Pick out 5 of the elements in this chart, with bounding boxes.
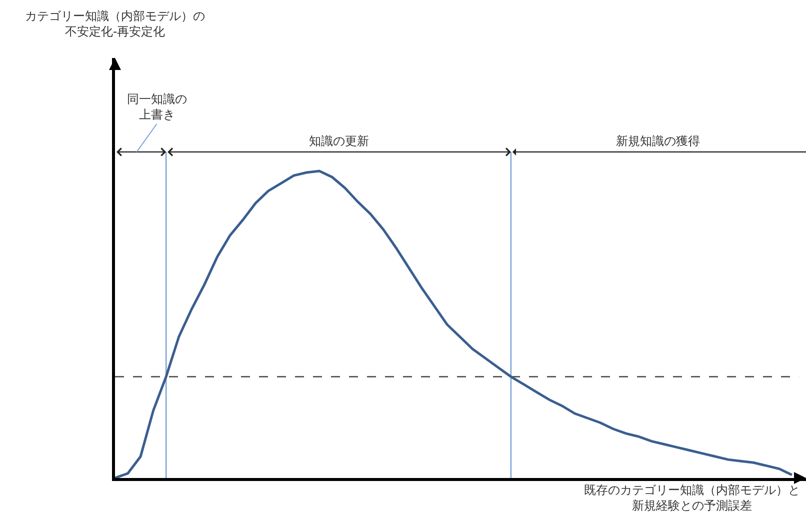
text: 知識の更新 [309, 134, 369, 148]
text: 同一知識の上書き [127, 92, 187, 122]
text: 新規知識の獲得 [616, 134, 700, 148]
x-axis-title: 既存のカテゴリー知識（内部モデル）と新規経験との予測誤差 [584, 483, 800, 513]
text: カテゴリー知識（内部モデル）の不安定化-再安定化 [25, 9, 205, 39]
